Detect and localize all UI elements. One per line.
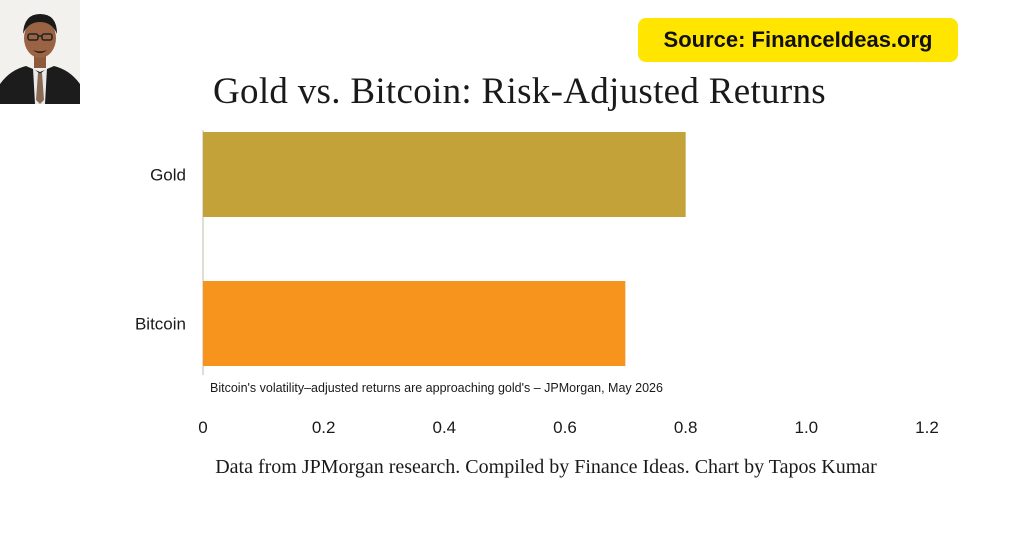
x-tick-label: 1.2 <box>915 418 939 437</box>
x-tick-label: 0 <box>198 418 207 437</box>
bars-layer <box>203 132 686 366</box>
category-label-gold: Gold <box>150 166 186 185</box>
x-tick-label: 1.0 <box>795 418 819 437</box>
x-tick-labels: 0 0.2 0.4 0.6 0.8 1.0 1.2 <box>198 418 939 437</box>
chart-title: Gold vs. Bitcoin: Risk-Adjusted Returns <box>213 71 826 112</box>
x-tick-label: 0.8 <box>674 418 698 437</box>
x-tick-label: 0.2 <box>312 418 336 437</box>
chart-annotation: Bitcoin's volatility–adjusted returns ar… <box>210 381 663 395</box>
x-tick-label: 0.6 <box>553 418 577 437</box>
chart-caption: Data from JPMorgan research. Compiled by… <box>215 456 877 478</box>
bar-bitcoin <box>203 281 626 366</box>
bar-gold <box>203 132 686 217</box>
source-badge: Source: FinanceIdeas.org <box>638 18 958 62</box>
author-photo <box>0 0 80 104</box>
category-labels: Gold Bitcoin <box>135 166 186 334</box>
category-label-bitcoin: Bitcoin <box>135 315 186 334</box>
x-tick-label: 0.4 <box>433 418 457 437</box>
